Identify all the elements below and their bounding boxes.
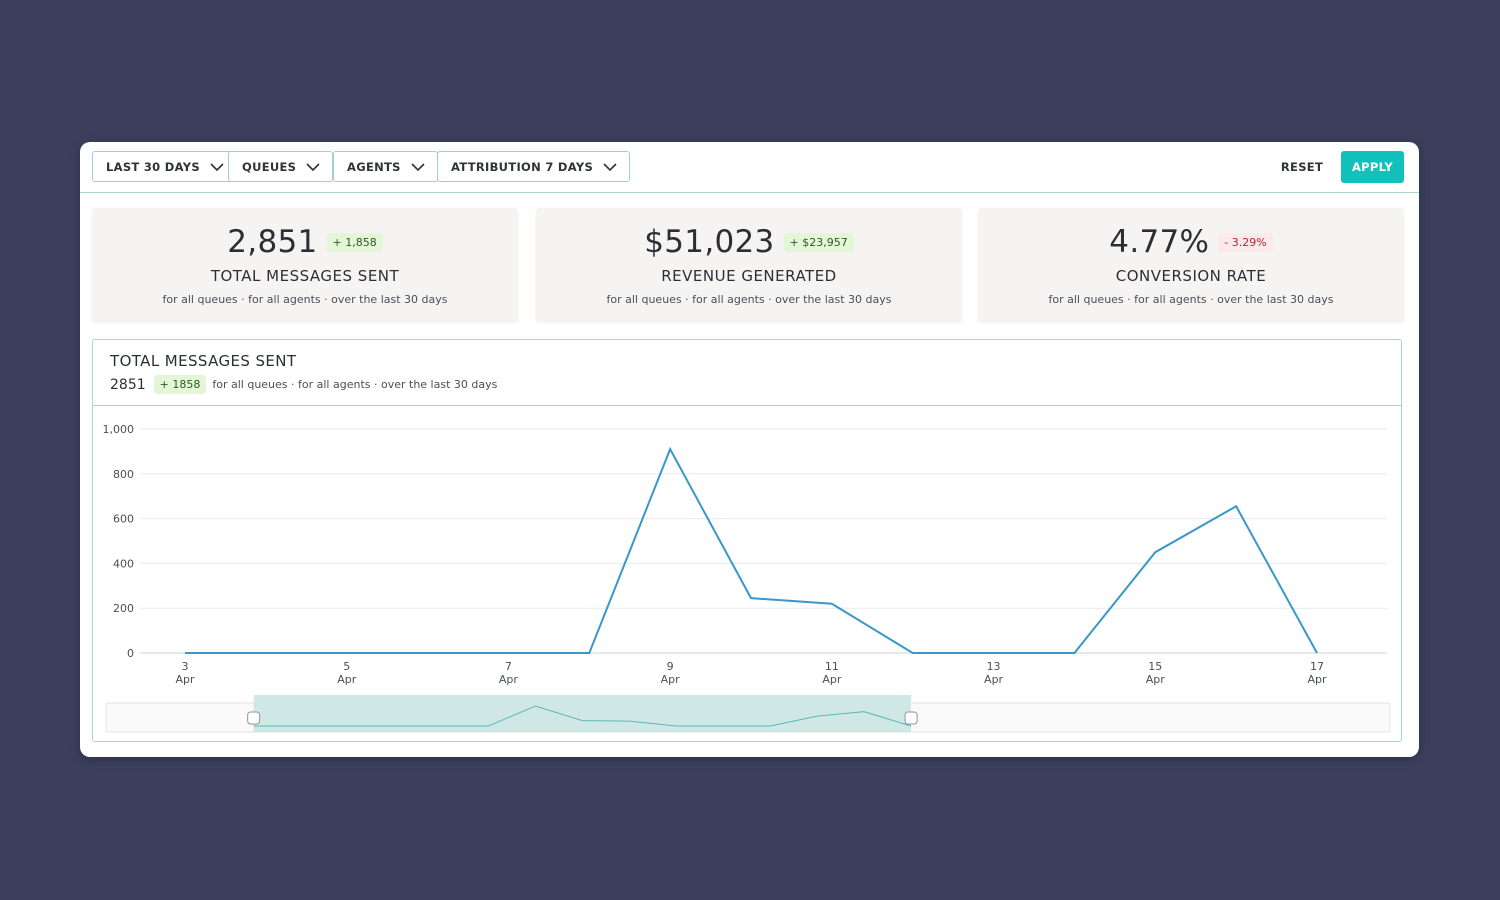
chart-total-value: 2851 (110, 376, 146, 393)
x-tick-label: 3 (182, 660, 189, 673)
x-tick-label: 11 (825, 660, 839, 673)
kpi-subtitle: for all queues · for all agents · over t… (606, 293, 892, 306)
attribution-dropdown[interactable]: ATTRIBUTION 7 DAYS (437, 151, 631, 182)
x-tick-label: Apr (175, 673, 195, 686)
agents-dropdown[interactable]: AGENTS (333, 151, 438, 182)
x-tick-label: 17 (1310, 660, 1324, 673)
kpi-card-messages: 2,851 + 1,858 TOTAL MESSAGES SENT for al… (92, 208, 518, 322)
filter-toolbar: LAST 30 DAYS QUEUES AGENTS ATTRIBUTION 7… (80, 142, 1419, 193)
y-tick-label: 400 (113, 557, 134, 570)
dashboard-card: LAST 30 DAYS QUEUES AGENTS ATTRIBUTION 7… (80, 142, 1419, 757)
x-tick-label: Apr (499, 673, 519, 686)
range-start-handle[interactable] (247, 711, 261, 725)
reset-button[interactable]: RESET (1280, 159, 1324, 174)
chart-panel: TOTAL MESSAGES SENT 2851 + 1858 for all … (92, 339, 1402, 742)
chevron-down-icon (210, 162, 224, 171)
x-tick-label: Apr (1146, 673, 1166, 686)
date-range-dropdown[interactable]: LAST 30 DAYS (92, 151, 237, 182)
y-tick-label: 800 (113, 468, 134, 481)
date-range-label: LAST 30 DAYS (106, 159, 200, 174)
chevron-down-icon (411, 162, 425, 171)
y-tick-label: 0 (127, 647, 134, 660)
attribution-label: ATTRIBUTION 7 DAYS (451, 159, 594, 174)
navigator-series-line (253, 705, 912, 727)
x-tick-label: 5 (343, 660, 350, 673)
queues-label: QUEUES (242, 159, 297, 174)
x-tick-label: 13 (987, 660, 1001, 673)
kpi-delta-badge: + 1,858 (326, 232, 383, 252)
kpi-card-revenue: $51,023 + $23,957 REVENUE GENERATED for … (536, 208, 962, 322)
series-line (185, 446, 1318, 654)
kpi-delta-badge: + $23,957 (783, 232, 854, 252)
chart-title: TOTAL MESSAGES SENT (110, 352, 297, 370)
kpi-value: 4.77% (1109, 224, 1210, 260)
agents-label: AGENTS (347, 159, 401, 174)
x-tick-label: Apr (984, 673, 1004, 686)
x-tick-label: Apr (822, 673, 842, 686)
kpi-value: 2,851 (227, 224, 318, 260)
kpi-title: REVENUE GENERATED (661, 267, 837, 285)
range-end-handle[interactable] (904, 711, 918, 725)
chart-subtitle: for all queues · for all agents · over t… (212, 378, 498, 391)
x-tick-label: 15 (1148, 660, 1162, 673)
kpi-subtitle: for all queues · for all agents · over t… (162, 293, 448, 306)
chart-header: TOTAL MESSAGES SENT 2851 + 1858 for all … (93, 340, 1401, 406)
y-tick-label: 600 (113, 513, 134, 526)
kpi-delta-badge: - 3.29% (1218, 232, 1273, 252)
x-tick-label: 9 (667, 660, 674, 673)
kpi-subtitle: for all queues · for all agents · over t… (1048, 293, 1334, 306)
queues-dropdown[interactable]: QUEUES (228, 151, 334, 182)
chart-delta-badge: + 1858 (153, 375, 207, 394)
kpi-title: TOTAL MESSAGES SENT (210, 267, 400, 285)
chart-summary: 2851 + 1858 for all queues · for all age… (110, 375, 497, 394)
y-tick-label: 1,000 (103, 423, 135, 436)
x-tick-label: Apr (1307, 673, 1327, 686)
kpi-title: CONVERSION RATE (1115, 267, 1267, 285)
x-tick-label: Apr (337, 673, 357, 686)
y-tick-label: 200 (113, 602, 134, 615)
chevron-down-icon (603, 162, 617, 171)
kpi-card-conversion: 4.77% - 3.29% CONVERSION RATE for all qu… (978, 208, 1404, 322)
kpi-value: $51,023 (644, 224, 775, 260)
line-chart[interactable]: 02004006008001,0003Apr5Apr7Apr9Apr11Apr1… (93, 406, 1401, 741)
x-tick-label: Apr (661, 673, 681, 686)
chevron-down-icon (306, 162, 320, 171)
x-tick-label: 7 (505, 660, 512, 673)
apply-button[interactable]: APPLY (1341, 151, 1404, 183)
